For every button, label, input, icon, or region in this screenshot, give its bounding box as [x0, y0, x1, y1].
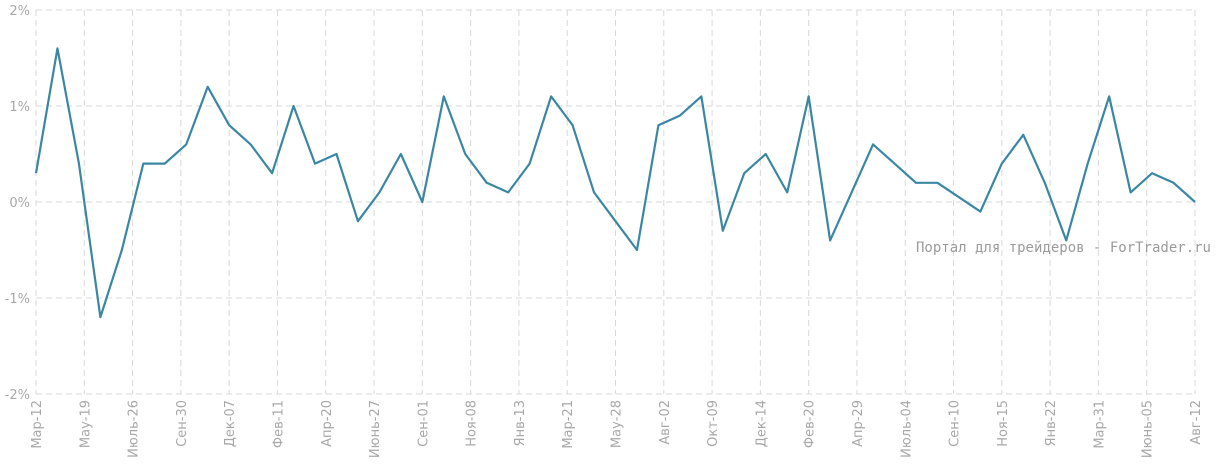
y-tick-label: 1%: [9, 100, 30, 115]
x-tick-label: Сен-10: [948, 400, 963, 447]
series-line: [34, 47, 1196, 319]
x-axis-ticks: Мар-12 Мау-19 Июль-26 Сен-30 Дек-07 Фев-11 Апр…: [30, 400, 1204, 458]
x-tick-label: Июнь-05: [1141, 400, 1156, 458]
x-tick-label: Окт-09: [706, 400, 721, 447]
x-tick-label: Апр-29: [851, 400, 866, 447]
x-tick-label: Июнь-27: [368, 400, 383, 458]
x-tick-label: Ноя-08: [465, 400, 480, 447]
x-tick-label: Июль-26: [127, 400, 142, 458]
x-tick-label: Мау-28: [610, 400, 625, 448]
y-tick-label: 2%: [9, 4, 30, 19]
x-tick-label: Сен-01: [416, 400, 431, 447]
x-tick-label: Авг-12: [1189, 400, 1204, 445]
x-tick-label: Мау-19: [78, 400, 93, 448]
x-tick-label: Ноя-15: [996, 400, 1011, 447]
x-tick-label: Дек-07: [223, 400, 238, 447]
x-tick-label: Авг-02: [658, 400, 673, 445]
x-tick-label: Сен-30: [175, 400, 190, 447]
x-tick-label: Фев-20: [803, 400, 818, 448]
y-tick-label: -1%: [5, 292, 30, 307]
grid-lines: [35, 9, 1196, 395]
x-tick-label: Мар-31: [1092, 400, 1107, 449]
x-tick-label: Июль-04: [899, 400, 914, 458]
y-axis-ticks: 2% 1% 0% -1% -2%: [5, 4, 30, 403]
y-tick-label: 0%: [9, 196, 30, 211]
x-tick-label: Дек-14: [754, 400, 769, 447]
x-tick-label: Мар-12: [30, 400, 45, 449]
x-tick-label: Фев-11: [271, 400, 286, 448]
y-tick-label: -2%: [5, 388, 30, 403]
watermark-text: Портал для трейдеров - ForTrader.ru: [916, 240, 1211, 256]
x-tick-label: Апр-20: [320, 400, 335, 447]
x-tick-label: Янв-13: [513, 400, 528, 446]
x-tick-label: Янв-22: [1044, 400, 1059, 446]
x-tick-label: Мар-21: [561, 400, 576, 449]
